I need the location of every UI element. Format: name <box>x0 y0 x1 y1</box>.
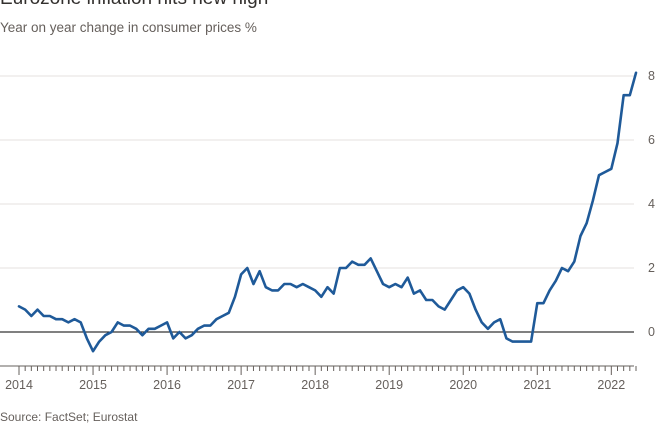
x-tick-label: 2015 <box>79 378 107 392</box>
gridlines <box>0 75 634 333</box>
series-layer <box>17 71 638 353</box>
y-tick-label: 4 <box>648 197 655 211</box>
y-tick-label: 8 <box>648 69 655 83</box>
x-tick-label: 2020 <box>449 378 477 392</box>
x-tick-label: 2017 <box>227 378 255 392</box>
y-tick-label: 0 <box>648 325 655 339</box>
x-axis-tick-labels: 2014 2015 2016 2017 2018 2019 2020 2021 2022 <box>5 378 625 392</box>
chart-source: Source: FactSet; Eurostat <box>0 410 138 424</box>
y-axis-ticks: 0 2 4 6 8 <box>648 69 655 339</box>
y-tick-label: 6 <box>648 133 655 147</box>
x-tick-label: 2022 <box>597 378 625 392</box>
x-tick-label: 2018 <box>301 378 329 392</box>
y-tick-label: 2 <box>648 261 655 275</box>
x-tick-label: 2021 <box>523 378 551 392</box>
x-tick-label: 2019 <box>375 378 403 392</box>
series-line <box>17 71 638 353</box>
chart-title: Eurozone inflation hits new high <box>0 0 268 10</box>
x-tick-label: 2014 <box>5 378 33 392</box>
x-tick-label: 2016 <box>153 378 181 392</box>
chart-subtitle: Year on year change in consumer prices % <box>0 20 257 35</box>
x-axis <box>0 365 637 375</box>
